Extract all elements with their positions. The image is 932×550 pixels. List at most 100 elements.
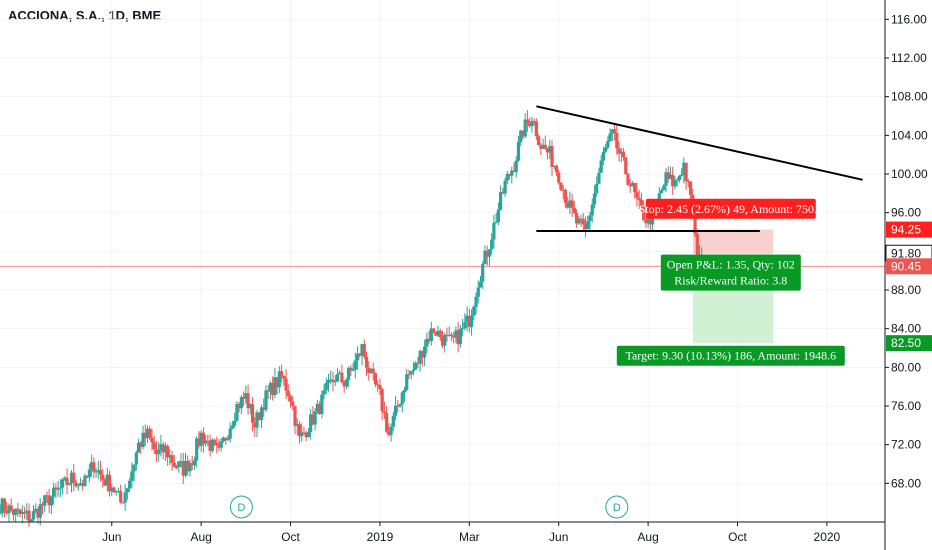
candle-body — [74, 482, 78, 487]
dividend-marker[interactable] — [605, 495, 629, 519]
candle-body — [78, 482, 83, 485]
candle-body — [588, 215, 592, 222]
candle-body — [150, 437, 154, 443]
time-axis[interactable]: Jun Aug Oct 2019 Mar Jun Aug Oct 2020 — [0, 521, 885, 544]
time-tick-label: Mar — [459, 530, 480, 544]
current-price-tag-bg — [886, 258, 932, 275]
candle-body — [199, 432, 203, 446]
candle-body — [40, 504, 45, 506]
candle-body — [83, 475, 87, 487]
candle-body — [461, 328, 465, 330]
candle-body — [501, 191, 505, 194]
candle-body — [103, 479, 107, 486]
candle-body — [545, 148, 550, 153]
candle-body — [313, 411, 317, 425]
candle-body — [349, 367, 353, 370]
candle-body — [554, 165, 559, 173]
candle-body — [407, 374, 411, 376]
candle-body — [300, 432, 304, 437]
candle-body — [637, 197, 641, 200]
candle-body — [548, 146, 552, 153]
candle-body — [107, 474, 112, 492]
candle-body — [177, 461, 181, 468]
candle-body — [347, 367, 351, 380]
candle-body — [630, 183, 635, 187]
candle-body — [47, 495, 51, 506]
candle-body — [239, 396, 243, 409]
time-tick-label: Jun — [102, 530, 121, 544]
candle-body — [206, 440, 210, 442]
candle-body — [536, 136, 541, 146]
time-tick-label: Jun — [549, 530, 568, 544]
candle-body — [648, 217, 652, 225]
candle-body — [45, 495, 49, 497]
candle-body — [586, 221, 590, 230]
candle-body — [286, 390, 290, 397]
candle-body — [65, 477, 69, 485]
candle-body — [525, 119, 530, 124]
candle-body — [581, 219, 585, 225]
candle-body — [253, 422, 257, 428]
candle-body — [331, 379, 335, 383]
candle-body — [132, 464, 136, 472]
trend-lines[interactable] — [536, 105, 863, 233]
candle-body — [76, 484, 80, 487]
candle-body — [458, 328, 462, 345]
candle-body — [646, 217, 650, 224]
stop-zone[interactable] — [692, 229, 774, 254]
candle-body — [248, 404, 252, 409]
candle-body — [380, 389, 384, 412]
candle-body — [52, 487, 56, 497]
candle-body — [400, 392, 404, 405]
candle-body — [364, 356, 369, 368]
candle-body — [259, 407, 264, 420]
candle-body — [686, 181, 690, 183]
candle-body — [273, 377, 277, 396]
candle-body — [344, 379, 349, 387]
dividend-marker[interactable] — [229, 495, 253, 519]
candle-body — [208, 440, 212, 451]
candle-body — [476, 287, 480, 297]
candle-body — [396, 405, 400, 407]
price-tick-label: 88.00 — [891, 283, 921, 297]
dividend-marker-label: D — [237, 502, 245, 514]
candlestick-series — [0, 110, 704, 527]
candle-body — [168, 455, 172, 458]
candle-body — [9, 505, 13, 511]
candle-body — [309, 414, 313, 433]
candle-body — [557, 172, 561, 183]
candle-body — [322, 390, 326, 395]
candle-body — [304, 432, 308, 438]
candle-body — [507, 174, 512, 176]
candle-body — [119, 490, 123, 503]
candle-body — [440, 337, 445, 346]
candle-body — [139, 442, 143, 447]
candle-body — [619, 151, 623, 154]
candle-body — [572, 207, 576, 213]
candle-body — [43, 495, 47, 506]
price-axis[interactable]: 116.00112.00108.00104.00100.0096.0092.00… — [884, 0, 932, 550]
candle-body — [369, 368, 373, 374]
candle-body — [284, 378, 288, 391]
candle-body — [244, 393, 248, 399]
candle-body — [402, 390, 407, 393]
candle-body — [608, 133, 612, 142]
candle-body — [183, 460, 188, 476]
candle-body — [492, 222, 496, 240]
candle-body — [186, 460, 190, 472]
candle-body — [358, 353, 362, 356]
candle-body — [659, 190, 664, 194]
candle-body — [657, 193, 661, 201]
candle-body — [233, 420, 237, 426]
candle-body — [114, 491, 118, 493]
candle-body — [297, 424, 302, 437]
candle-body — [429, 328, 433, 342]
candle-body — [188, 463, 192, 472]
descending-trendline[interactable] — [536, 105, 863, 181]
candle-body — [612, 129, 617, 133]
candle-body — [577, 218, 581, 224]
target-price-tag-text: 82.50 — [891, 336, 921, 350]
candle-body — [530, 121, 534, 127]
